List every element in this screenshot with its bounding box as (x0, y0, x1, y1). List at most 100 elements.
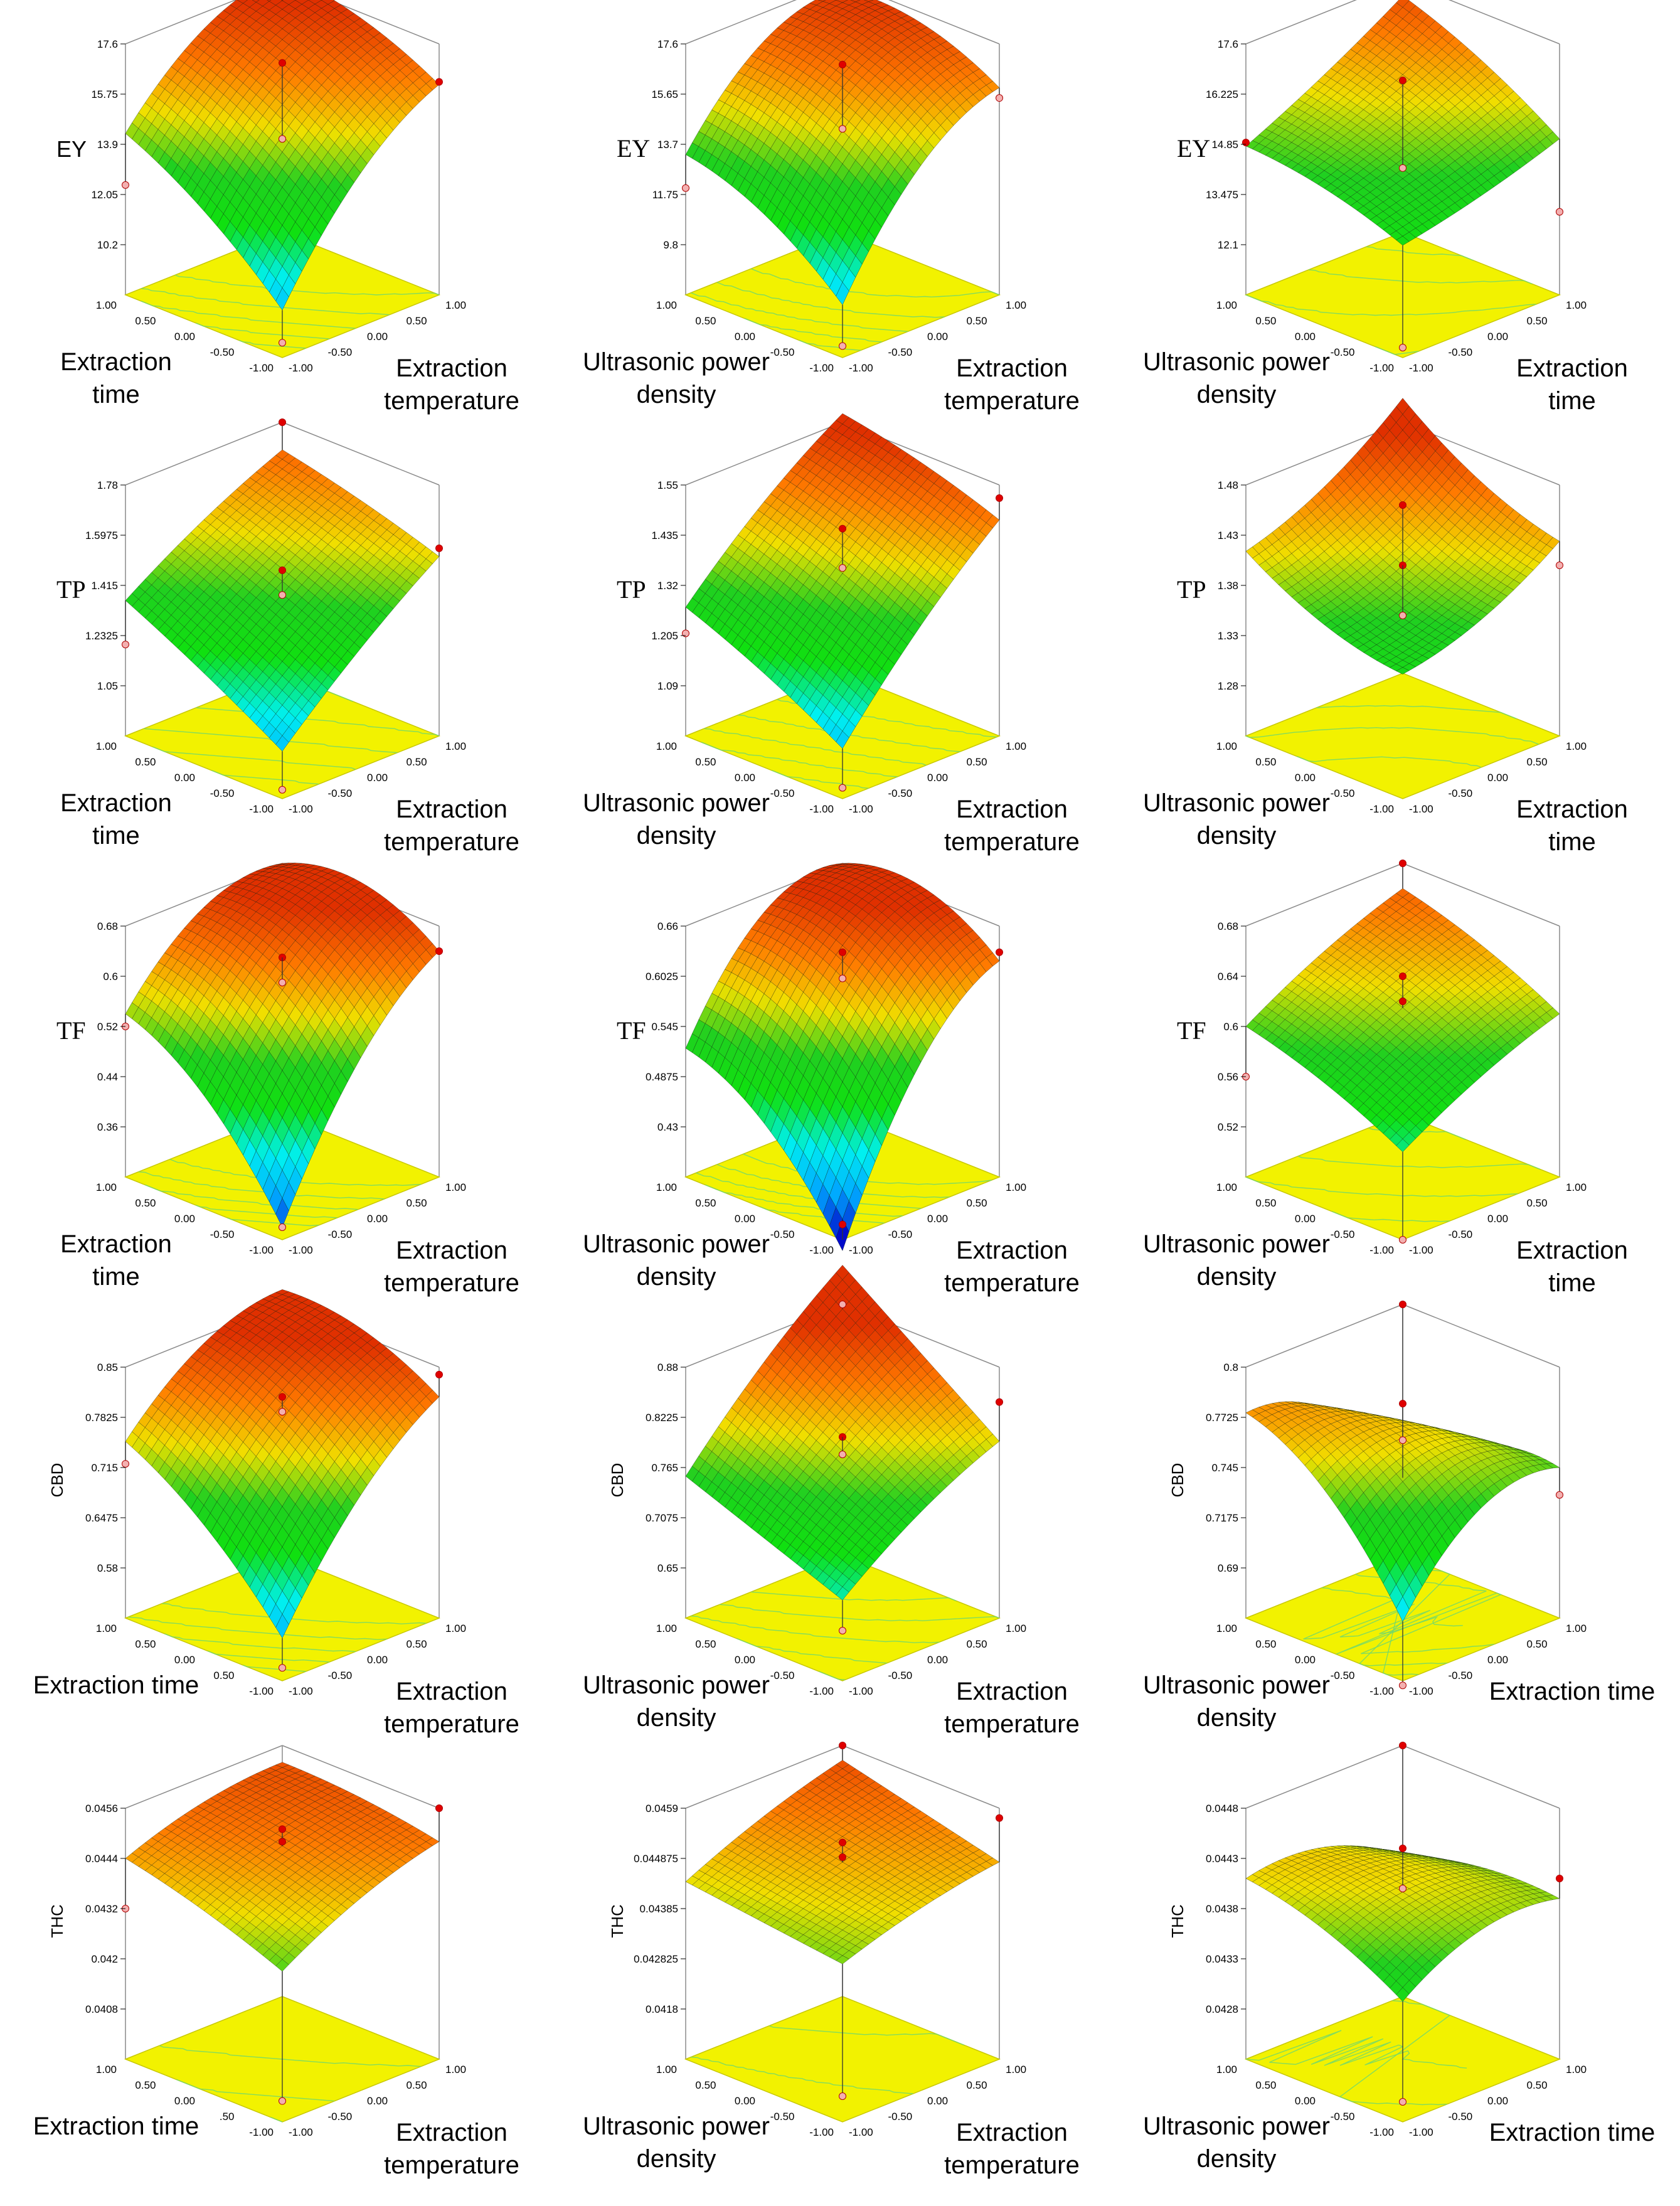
x1-tick-label: 1.00 (656, 299, 677, 311)
x1-tick-label: 0.50 (1255, 315, 1276, 327)
x2-axis-title: Extraction temperature (384, 2119, 519, 2179)
design-point (279, 1393, 286, 1401)
z-tick-label: 1.05 (97, 680, 118, 692)
z-tick-label: 0.0459 (646, 1803, 678, 1814)
response-surface (1245, 398, 1560, 674)
x1-tick-label: 1.00 (96, 740, 117, 752)
surface-plot-5: 1.09 1.205 1.32 1.435 1.55 TP 1.00 0.50 0.00 -0.5… (583, 413, 1080, 856)
design-point (122, 641, 129, 649)
z-tick-label: 0.65 (657, 1562, 678, 1574)
design-point (279, 1825, 286, 1833)
design-point (839, 60, 846, 68)
x2-tick-label: 1.00 (445, 740, 466, 752)
x2-tick-label: 1.00 (1566, 1181, 1587, 1193)
z-axis: 1.05 1.2325 1.415 1.5975 1.78 (85, 479, 125, 692)
x1-tick-label: 0.50 (135, 756, 156, 768)
x2-axis: -1.00 -0.50 0.00 0.50 1.00 (289, 299, 466, 374)
x1-tick-label: 0.50 (1255, 2079, 1276, 2091)
x1-tick-label: 0.50 (695, 1638, 716, 1650)
z-tick-label: 1.32 (657, 580, 678, 592)
x1-tick-label: -0.50 (770, 787, 795, 799)
x2-tick-label: -0.50 (328, 1670, 353, 1681)
x1-tick-label: -0.50 (770, 1228, 795, 1240)
design-point (839, 948, 846, 956)
x2-tick-label: -0.50 (1449, 2111, 1473, 2123)
response-label: EY (617, 134, 650, 163)
x1-tick-label: 0.50 (695, 315, 716, 327)
z-tick-label: 0.6 (1223, 1021, 1238, 1033)
x2-tick-label: 0.00 (367, 2095, 388, 2107)
x1-tick-label: 1.00 (1216, 740, 1237, 752)
surface-plot-11: 0.65 0.7075 0.765 0.8225 0.88 CBD 1.00 0.50 0.00… (583, 1265, 1080, 1738)
x1-tick-label: -1.00 (809, 1244, 834, 1256)
x2-tick-label: 0.00 (927, 772, 948, 784)
design-point (279, 566, 286, 574)
z-tick-label: 9.8 (663, 239, 678, 251)
design-point (1556, 562, 1563, 569)
x2-tick-label: 1.00 (1006, 1181, 1026, 1193)
x2-tick-label: -0.50 (1449, 1228, 1473, 1240)
design-point (1399, 1681, 1406, 1690)
x2-tick-label: 0.00 (927, 1213, 948, 1225)
design-points (839, 948, 1003, 1240)
x1-tick-label: 0.00 (1295, 331, 1316, 343)
x2-axis-title: Extraction temperature (384, 354, 519, 415)
x2-tick-label: -1.00 (289, 803, 313, 815)
design-point (1399, 77, 1406, 85)
response-surface (1245, 1845, 1560, 2002)
x1-tick-label: -1.00 (1369, 1685, 1394, 1697)
x1-tick-label: -1.00 (809, 362, 834, 374)
z-tick-label: 1.33 (1218, 630, 1238, 642)
x1-axis-title: Ultrasonic power density (583, 789, 770, 850)
z-tick-label: 1.09 (657, 680, 678, 692)
z-axis: 0.65 0.7075 0.765 0.8225 0.88 (646, 1361, 686, 1574)
x1-tick-label: -1.00 (1369, 1244, 1394, 1256)
x1-axis-title: Ultrasonic power density (1143, 1230, 1330, 1291)
x1-tick-label: 0.00 (735, 772, 755, 784)
x2-tick-label: 0.50 (407, 2079, 427, 2091)
x1-tick-label: 0.50 (213, 1670, 234, 1681)
surface-plot-9: 0.520.560.60.640.68TF1.000.500.00-0.50-1… (1143, 860, 1628, 1297)
z-tick-label: 0.64 (1218, 971, 1238, 983)
design-point (1556, 208, 1563, 216)
x2-tick-label: -0.50 (888, 1228, 913, 1240)
x1-tick-label: 0.50 (1255, 1197, 1276, 1209)
design-points (122, 1804, 443, 2105)
z-axis: 0.52 0.56 0.6 0.64 0.68 (1218, 920, 1246, 1133)
z-axis: 0.0418 0.042825 0.04385 0.044875 0.0459 (634, 1803, 686, 2015)
x2-tick-label: -1.00 (1409, 362, 1433, 374)
z-tick-label: 10.2 (97, 239, 118, 251)
x2-tick-label: -0.50 (328, 787, 353, 799)
z-axis: 9.8 11.75 13.7 15.65 17.6 (651, 38, 686, 251)
z-axis: 1.28 1.33 1.38 1.43 1.48 (1218, 479, 1246, 692)
x1-tick-label: 1.00 (96, 1181, 117, 1193)
design-point (839, 1451, 846, 1459)
x1-tick-label: 0.00 (735, 1654, 755, 1666)
base-contour-plane (1244, 673, 1561, 799)
x1-axis: 1.00 0.50 0.00 -0.50 -1.00 (1216, 299, 1394, 374)
x1-axis: 1.00 0.50 0.00 .50 -1.00 (96, 2064, 274, 2138)
design-point (1242, 139, 1250, 147)
z-tick-label: 0.0443 (1206, 1853, 1238, 1865)
x1-axis-title: Extraction time (33, 1671, 199, 1699)
z-tick-label: 0.6025 (646, 971, 678, 983)
z-axis: 0.36 0.44 0.52 0.6 0.68 (97, 920, 125, 1133)
x1-axis: 1.00 0.50 0.00 -0.50 -1.00 (1216, 2064, 1394, 2138)
x2-tick-label: -1.00 (1409, 803, 1433, 815)
design-point (839, 1301, 846, 1308)
z-tick-label: 0.04385 (640, 1903, 678, 1915)
response-surface (125, 1289, 440, 1639)
response-surface (125, 1762, 440, 1972)
design-point (435, 1370, 443, 1378)
x2-tick-label: 1.00 (445, 2064, 466, 2075)
x1-axis-title: Ultrasonic power density (583, 1671, 770, 1732)
x1-tick-label: -0.50 (210, 1228, 235, 1240)
z-tick-label: 0.6 (103, 971, 118, 983)
x1-tick-label: 0.50 (135, 315, 156, 327)
x2-axis-title: Extraction time (1516, 796, 1628, 856)
x2-axis: -1.00 -0.50 0.00 0.50 1.00 (849, 740, 1026, 815)
design-point (122, 181, 129, 189)
x1-tick-label: 0.00 (174, 772, 195, 784)
design-points (1399, 1301, 1563, 1690)
surface-plot-12: 0.690.71750.7450.77250.8CBD1.000.500.00-… (1143, 1301, 1655, 1732)
